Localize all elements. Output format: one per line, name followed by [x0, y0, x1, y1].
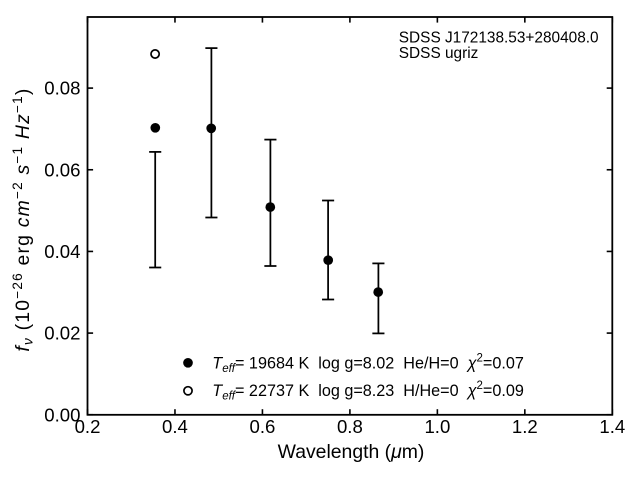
svg-text:1.4: 1.4 — [599, 416, 625, 437]
svg-text:0.8: 0.8 — [337, 416, 363, 437]
svg-text:Teff= 19684 K log g=8.02 He/: Teff= 19684 K log g=8.02 He/H=0 χ2=0.07 — [212, 352, 524, 375]
svg-text:1.0: 1.0 — [424, 416, 450, 437]
svg-text:SDSS J172138.53+280408.0: SDSS J172138.53+280408.0 — [399, 30, 599, 47]
svg-text:0.6: 0.6 — [250, 416, 276, 437]
svg-text:0.4: 0.4 — [162, 416, 188, 437]
svg-text:SDSS ugriz: SDSS ugriz — [399, 45, 479, 62]
svg-text:Teff= 22737 K log g=8.23 H/H: Teff= 22737 K log g=8.23 H/He=0 χ2=0.09 — [212, 380, 524, 403]
svg-text:fν (10−26 erg cm−2 s−1 Hz−1): fν (10−26 erg cm−2 s−1 Hz−1) — [10, 87, 36, 351]
svg-text:0.00: 0.00 — [44, 404, 80, 425]
svg-text:Wavelength (μm): Wavelength (μm) — [278, 441, 425, 463]
svg-text:0.08: 0.08 — [44, 78, 80, 99]
svg-text:0.04: 0.04 — [44, 241, 80, 262]
svg-text:1.2: 1.2 — [512, 416, 538, 437]
svg-text:0.02: 0.02 — [44, 323, 80, 344]
svg-text:0.2: 0.2 — [75, 416, 101, 437]
svg-text:0.06: 0.06 — [44, 159, 80, 180]
